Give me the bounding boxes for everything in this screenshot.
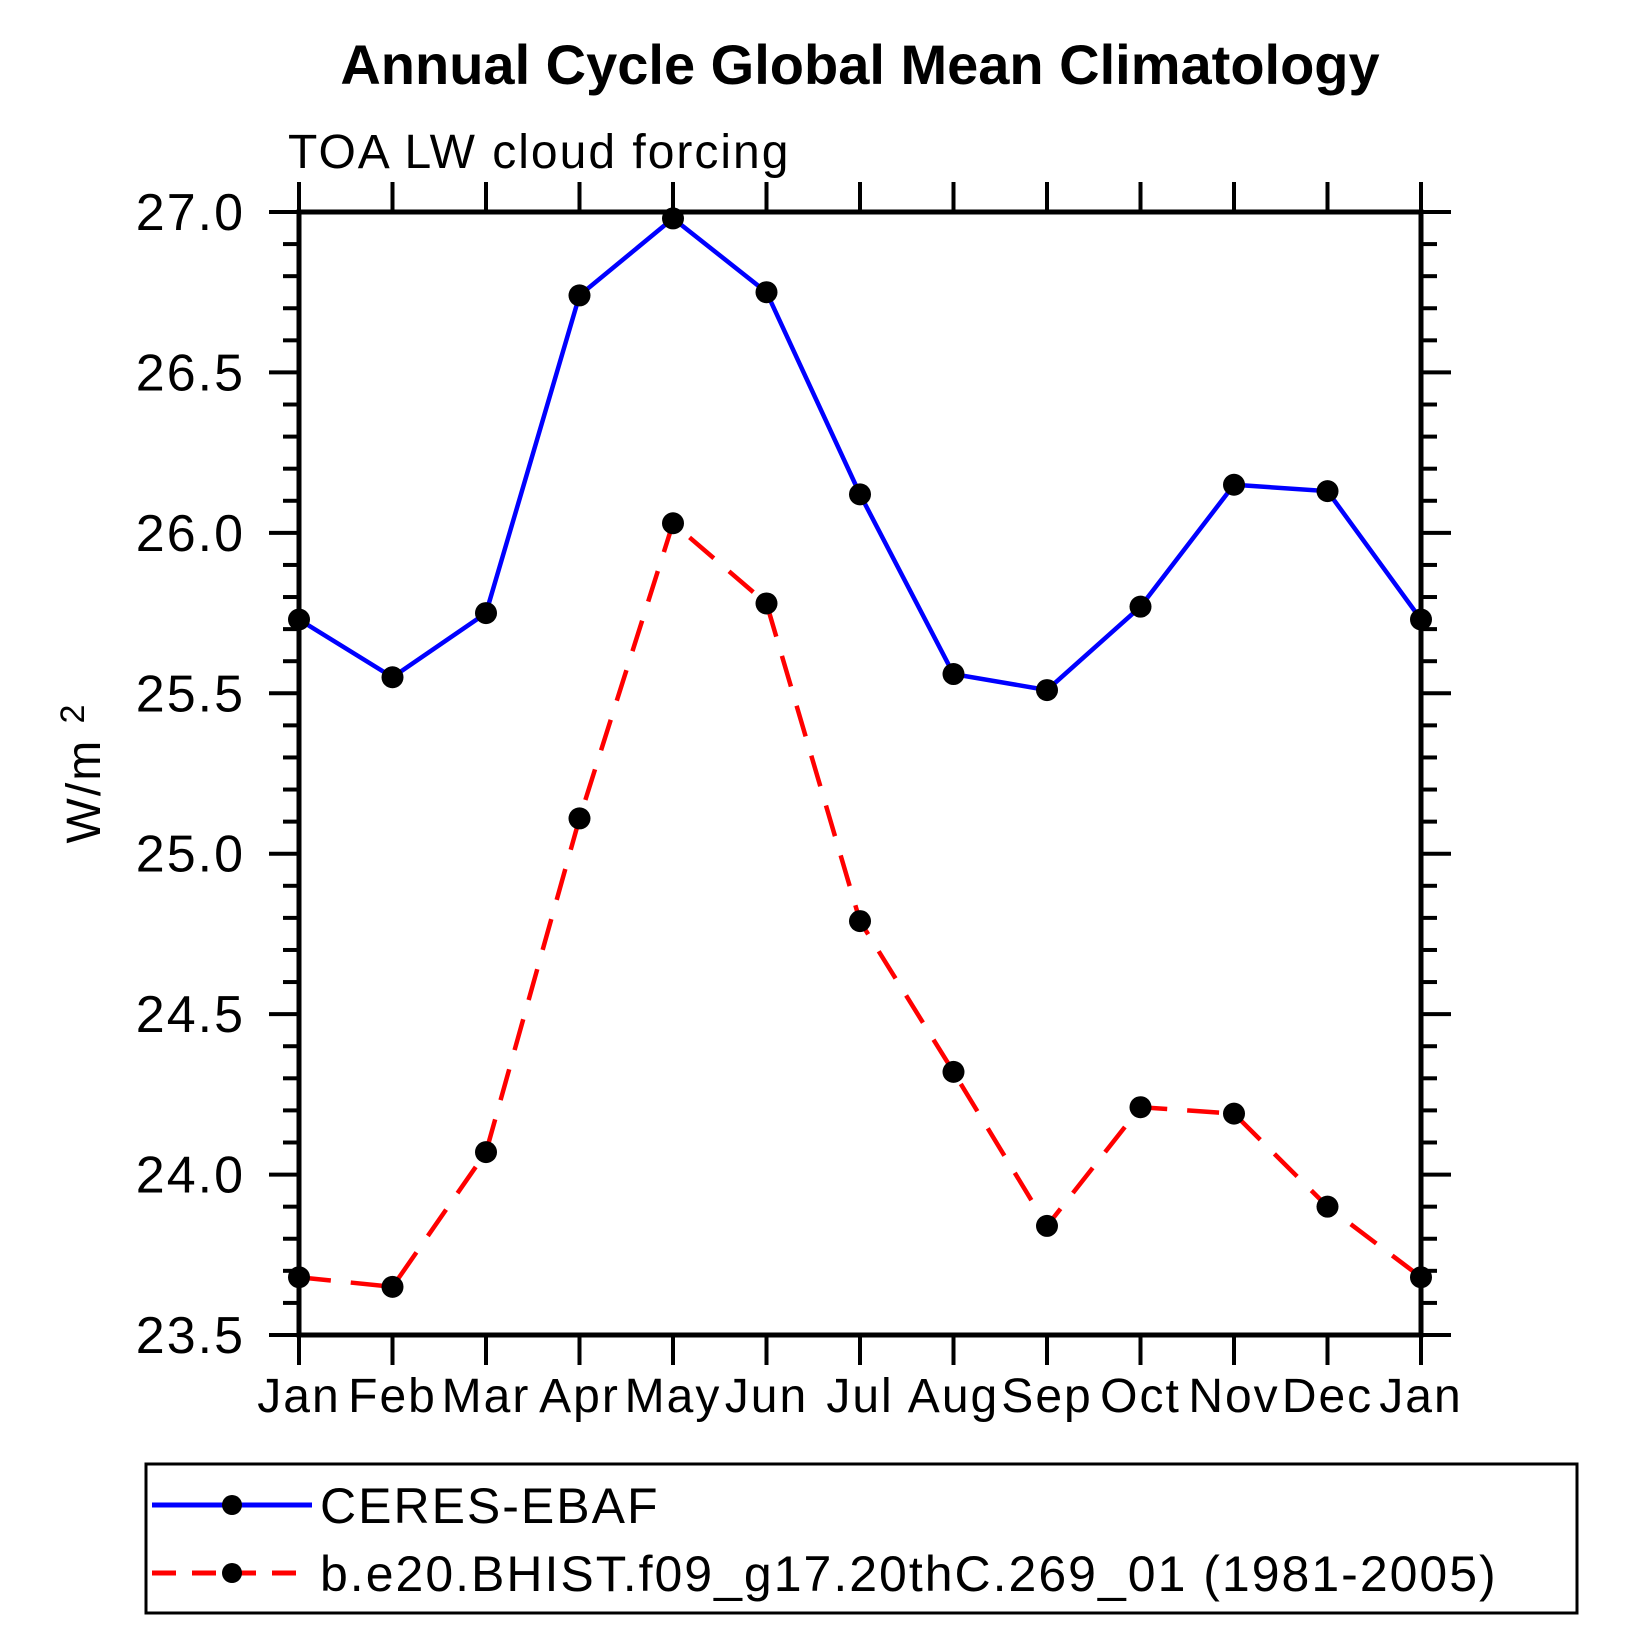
x-axis-tick-labels: Jan Feb Mar Apr May Jun Jul Aug Sep Oct Nov Dec Jan [257, 1370, 1462, 1423]
data-point [568, 284, 591, 307]
data-point [1223, 1102, 1245, 1125]
data-point [288, 608, 310, 631]
data-point [1316, 1195, 1339, 1218]
legend: CERES-EBAF b.e20.BHIST.f09_g17.20thC.269… [144, 1462, 1579, 1615]
series-line-model [298, 519, 1423, 1290]
data-point [1129, 595, 1152, 618]
y-tick-label: 26.0 [136, 505, 245, 563]
data-point [849, 910, 871, 933]
y-tick-label: 25.5 [136, 665, 245, 723]
data-point [662, 207, 684, 230]
y-tick-label: 25.0 [136, 826, 245, 884]
legend-marker-ceres [222, 1495, 242, 1515]
data-point [1129, 1096, 1152, 1119]
data-point [1410, 608, 1432, 631]
data-point [849, 483, 871, 506]
x-tick-label: Jun [725, 1370, 808, 1423]
x-tick-label: Aug [908, 1370, 999, 1423]
x-tick-label: Feb [348, 1370, 437, 1423]
legend-label-ceres: CERES-EBAF [320, 1478, 660, 1534]
legend-label-model: b.e20.BHIST.f09_g17.20thC.269_01 (1981-2… [320, 1546, 1498, 1602]
legend-marker-model [222, 1563, 242, 1583]
y-tick-label: 24.5 [136, 986, 245, 1044]
data-point [381, 666, 404, 689]
y-axis-label: W/m 2 [54, 703, 111, 844]
chart-title: Annual Cycle Global Mean Climatology [340, 33, 1379, 96]
x-tick-label: Jan [1379, 1370, 1462, 1423]
x-tick-label: Jan [257, 1370, 340, 1423]
y-tick-label: 27.0 [136, 184, 245, 242]
data-point [1410, 1266, 1432, 1289]
data-point [942, 663, 965, 686]
y-axis-ticks [269, 210, 1451, 1337]
series-line-ceres [297, 215, 1423, 693]
chart-subtitle: TOA LW cloud forcing [288, 126, 790, 179]
data-point [662, 512, 684, 535]
x-tick-label: May [625, 1370, 722, 1423]
data-point [1036, 679, 1058, 702]
series-markers-ceres [288, 207, 1432, 702]
data-point [288, 1266, 310, 1289]
y-tick-label: 23.5 [136, 1307, 245, 1365]
data-point [381, 1275, 404, 1298]
data-point [1036, 1214, 1058, 1237]
plot-frame [296, 209, 1424, 1338]
data-point [1316, 480, 1339, 503]
y-tick-label: 24.0 [136, 1147, 245, 1205]
data-point [475, 602, 497, 625]
x-tick-label: Mar [442, 1370, 531, 1423]
y-axis-tick-labels: 27.0 26.5 26.0 25.5 25.0 24.5 24.0 23.5 [136, 184, 245, 1365]
x-tick-label: Dec [1282, 1370, 1373, 1423]
x-tick-label: Apr [539, 1370, 620, 1423]
x-tick-label: Oct [1100, 1370, 1181, 1423]
data-point [942, 1060, 965, 1083]
data-point [1223, 473, 1245, 496]
x-tick-label: Sep [1001, 1370, 1092, 1423]
y-axis-label-base: W/m [58, 739, 111, 844]
y-axis-label-exponent: 2 [54, 703, 92, 724]
x-tick-label: Jul [826, 1370, 893, 1423]
series-markers-model [288, 512, 1432, 1298]
legend-box [144, 1462, 1579, 1615]
data-point [755, 281, 778, 304]
data-point [568, 807, 591, 830]
x-tick-label: Nov [1188, 1370, 1279, 1423]
data-point [475, 1141, 497, 1164]
data-point [755, 592, 778, 615]
x-axis-ticks [297, 182, 1423, 1365]
y-tick-label: 26.5 [136, 344, 245, 402]
